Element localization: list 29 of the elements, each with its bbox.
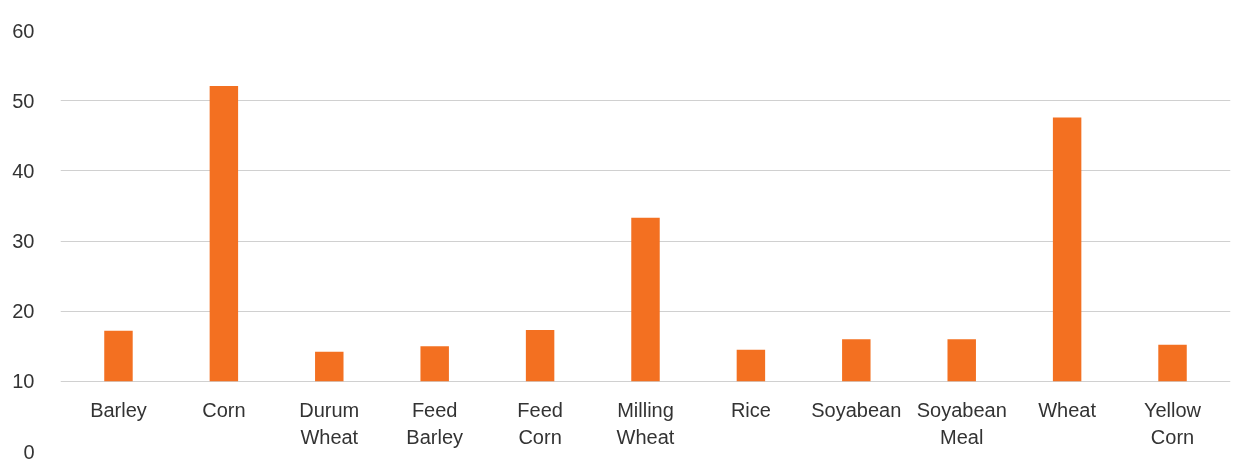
bar	[420, 346, 449, 382]
x-tick-label: Corn	[202, 399, 246, 422]
x-tick-label: Soyabean	[811, 399, 902, 422]
bar	[209, 85, 239, 382]
bar	[525, 330, 555, 382]
x-tick-label: Wheat	[1038, 399, 1097, 422]
x-tick-label: Feed Corn	[517, 399, 563, 448]
x-tick-label: Milling Wheat	[616, 399, 675, 448]
bar	[104, 330, 133, 382]
x-tick-label: Durum Wheat	[299, 399, 360, 448]
y-tick-label: 40	[12, 159, 35, 182]
y-tick-label: 30	[12, 230, 35, 252]
x-tick-label: Soyabean Meal	[916, 399, 1007, 448]
x-tick-label: Feed Barley	[406, 399, 464, 448]
bar	[1158, 344, 1187, 382]
bar	[842, 339, 871, 382]
bar	[947, 339, 976, 382]
bar	[1052, 117, 1082, 382]
x-tick-label: Barley	[90, 399, 147, 422]
bar	[736, 349, 766, 382]
y-tick-label: 0	[23, 440, 35, 459]
bar	[315, 351, 344, 382]
y-tick-label: 50	[12, 89, 35, 112]
y-tick-label: 20	[12, 300, 35, 323]
y-tick-label: 60	[12, 19, 35, 42]
x-tick-label: Rice	[730, 399, 771, 422]
x-tick-label: Yellow Corn	[1143, 399, 1202, 448]
y-tick-label: 10	[12, 370, 35, 393]
bar	[631, 217, 660, 382]
